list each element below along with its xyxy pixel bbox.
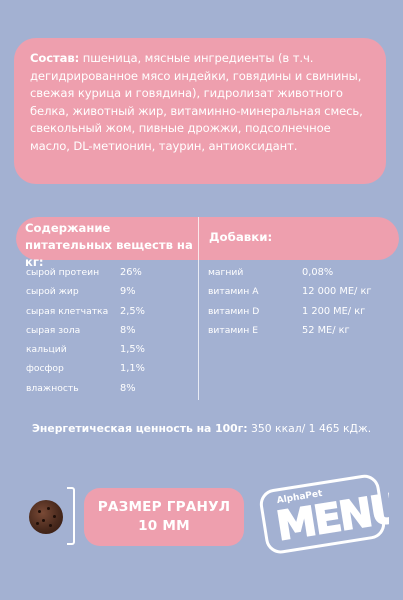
nutrient-name: кальций (26, 343, 67, 357)
nutrition-heading: Содержание питательных веществ на кг: (25, 220, 195, 271)
table-row: кальций 1,5% (16, 343, 399, 362)
nutrient-value: 2,5% (120, 305, 145, 319)
table-row: сырая клетчатка 2,5% витамин D 1 200 МЕ/… (16, 305, 399, 324)
table-row: сырой протеин 26% магний 0,08% (16, 266, 399, 285)
nutrient-name: фосфор (26, 362, 64, 376)
additive-value: 12 000 МЕ/ кг (302, 285, 372, 299)
additive-value: 1 200 МЕ/ кг (302, 305, 365, 319)
energy-label: Энергетическая ценность на 100г: (32, 422, 248, 435)
granule-size-badge: РАЗМЕР ГРАНУЛ 10 ММ (84, 488, 244, 546)
table-row: влажность 8% (16, 382, 399, 400)
nutrient-value: 26% (120, 266, 142, 280)
nutrient-name: сырой протеин (26, 266, 99, 280)
energy-value-line: Энергетическая ценность на 100г: 350 кка… (32, 421, 371, 437)
nutrient-name: влажность (26, 382, 79, 396)
energy-value: 350 ккал/ 1 465 кДж. (248, 422, 372, 435)
nutrient-name: сырая клетчатка (26, 305, 108, 319)
nutrient-name: сырой жир (26, 285, 79, 299)
nutrient-value: 1,5% (120, 343, 145, 357)
granule-size-title: РАЗМЕР ГРАНУЛ (84, 498, 244, 517)
composition-block: Состав: пшеница, мясные ингредиенты (в т… (14, 38, 386, 184)
nutrient-value: 8% (120, 382, 136, 396)
nutrient-value: 1,1% (120, 362, 145, 376)
granule-illustration (29, 487, 75, 547)
composition-label: Состав: (30, 51, 79, 65)
nutrition-table: Содержание питательных веществ на кг: До… (16, 217, 399, 400)
nutrient-value: 9% (120, 285, 136, 299)
nutrition-table-header: Содержание питательных веществ на кг: До… (16, 217, 399, 260)
additive-name: витамин D (208, 305, 259, 319)
nutrition-rows: сырой протеин 26% магний 0,08% сырой жир… (16, 266, 399, 400)
granule-size-value: 10 ММ (84, 517, 244, 536)
additive-name: витамин Е (208, 324, 258, 338)
bracket-icon (67, 487, 75, 545)
nutrient-name: сырая зола (26, 324, 80, 338)
kibble-icon (29, 500, 63, 534)
additive-value: 0,08% (302, 266, 333, 280)
alphapet-menu-logo: MENU AlphaPet (257, 463, 389, 555)
table-row: сырой жир 9% витамин А 12 000 МЕ/ кг (16, 285, 399, 304)
logo-icon: MENU AlphaPet (257, 463, 389, 555)
additive-name: магний (208, 266, 243, 280)
additive-name: витамин А (208, 285, 258, 299)
additives-heading: Добавки: (209, 229, 272, 246)
nutrient-value: 8% (120, 324, 136, 338)
additive-value: 52 МЕ/ кг (302, 324, 350, 338)
table-row: фосфор 1,1% (16, 362, 399, 381)
table-row: сырая зола 8% витамин Е 52 МЕ/ кг (16, 324, 399, 343)
composition-text: пшеница, мясные ингредиенты (в т.ч. деги… (30, 51, 363, 153)
